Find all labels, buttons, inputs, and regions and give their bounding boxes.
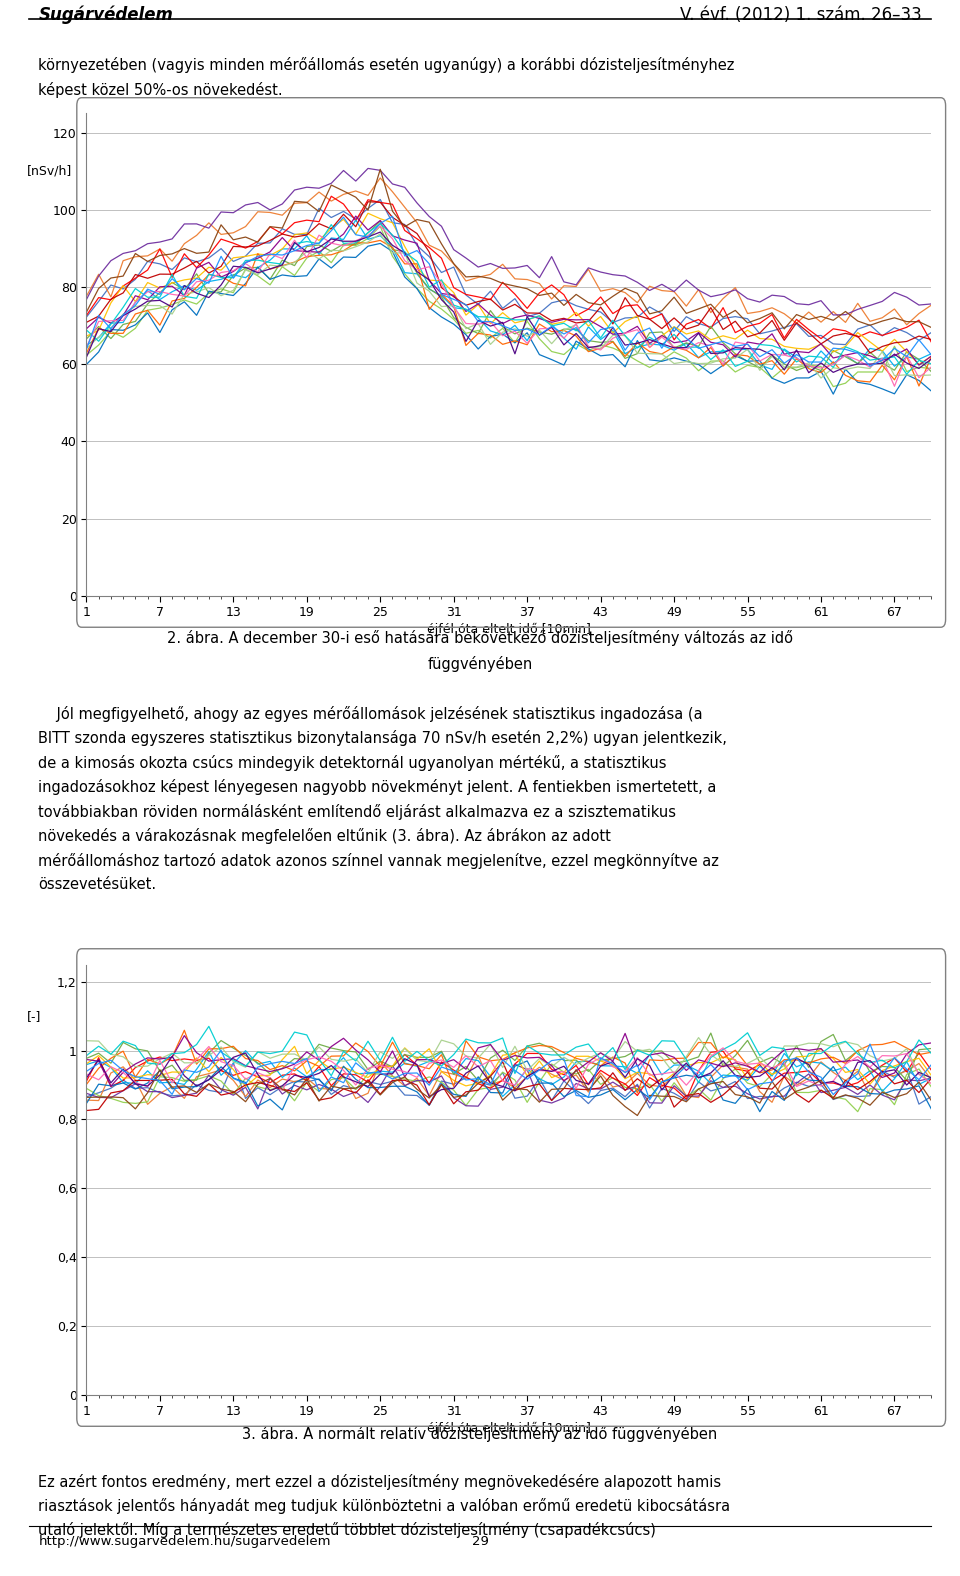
Text: [-]: [-]	[27, 1010, 41, 1023]
Text: összevetésüket.: összevetésüket.	[38, 878, 156, 892]
Text: Sugárvédelem: Sugárvédelem	[38, 6, 173, 24]
X-axis label: éjfél óta eltelt idő [10min]: éjfél óta eltelt idő [10min]	[427, 1423, 590, 1436]
Text: 2. ábra. A december 30-i eső hatására bekövetkező dózisteljesítmény változás az : 2. ábra. A december 30-i eső hatására be…	[167, 630, 793, 646]
Text: mérőállomáshoz tartozó adatok azonos színnel vannak megjelenítve, ezzel megkönny: mérőállomáshoz tartozó adatok azonos szí…	[38, 853, 719, 868]
Text: BITT szonda egyszeres statisztikus bizonytalansága 70 nSv/h esetén 2,2%) ugyan j: BITT szonda egyszeres statisztikus bizon…	[38, 731, 728, 747]
Text: ingadozásokhoz képest lényegesen nagyobb növekményt jelent. A fentiekben ismerte: ingadozásokhoz képest lényegesen nagyobb…	[38, 780, 717, 796]
Text: V. évf. (2012) 1. szám. 26–33: V. évf. (2012) 1. szám. 26–33	[680, 6, 922, 24]
Text: 29: 29	[471, 1535, 489, 1548]
Text: http://www.sugarvedelem.hu/sugarvedelem: http://www.sugarvedelem.hu/sugarvedelem	[38, 1535, 331, 1548]
Text: függvényében: függvényében	[427, 656, 533, 671]
Text: Ez azért fontos eredmény, mert ezzel a dózisteljesítmény megnövekedésére alapozo: Ez azért fontos eredmény, mert ezzel a d…	[38, 1474, 722, 1489]
Text: utaló jelektől. Míg a természetes eredetű többlet dózisteljesítmény (csapadékcsú: utaló jelektől. Míg a természetes eredet…	[38, 1522, 657, 1538]
Text: 3. ábra. A normált relatív dózisteljesítmény az idő függvényében: 3. ábra. A normált relatív dózisteljesít…	[242, 1426, 718, 1442]
Text: képest közel 50%-os növekedést.: képest közel 50%-os növekedést.	[38, 82, 283, 98]
Text: növekedés a várakozásnak megfelelően eltűnik (3. ábra). Az ábrákon az adott: növekedés a várakozásnak megfelelően elt…	[38, 829, 612, 845]
Text: környezetében (vagyis minden mérőállomás esetén ugyanúgy) a korábbi dózisteljesí: környezetében (vagyis minden mérőállomás…	[38, 57, 734, 72]
Text: [nSv/h]: [nSv/h]	[27, 165, 73, 178]
Text: Jól megfigyelhető, ahogy az egyes mérőállomások jelzésének statisztikus ingadozá: Jól megfigyelhető, ahogy az egyes mérőál…	[38, 706, 703, 722]
X-axis label: éjfél óta eltelt idő [10min]: éjfél óta eltelt idő [10min]	[427, 624, 590, 637]
Text: de a kimosás okozta csúcs mindegyik detektornál ugyanolyan mértékű, a statisztik: de a kimosás okozta csúcs mindegyik dete…	[38, 755, 667, 771]
Text: riasztások jelentős hányadát meg tudjuk különböztetni a valóban erőmű eredetü ki: riasztások jelentős hányadát meg tudjuk …	[38, 1497, 731, 1515]
Text: továbbiakban röviden normálásként említendő eljárást alkalmazva ez a szisztemati: továbbiakban röviden normálásként említe…	[38, 804, 677, 820]
